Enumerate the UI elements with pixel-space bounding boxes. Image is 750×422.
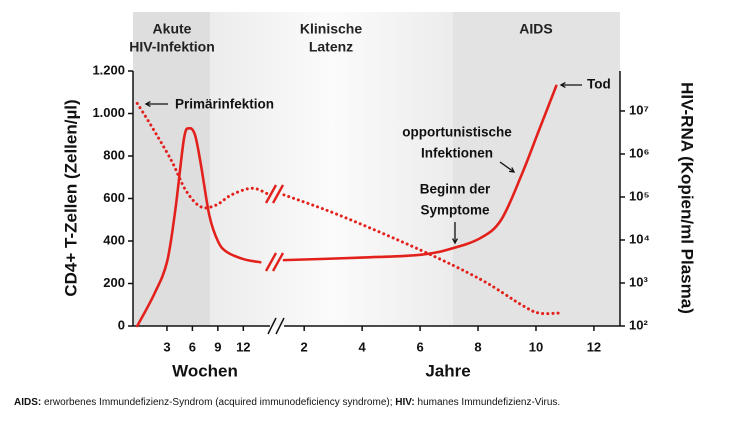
annotation: Symptome bbox=[420, 203, 490, 218]
phase-label: Klinische bbox=[300, 21, 362, 37]
y2-tick-label: 10³ bbox=[629, 274, 648, 289]
series-line bbox=[135, 126, 262, 328]
annotation: Beginn der bbox=[420, 182, 491, 197]
x-tick-label: 6 bbox=[416, 339, 423, 354]
phase-band bbox=[453, 12, 620, 326]
x-axis-label: Wochen bbox=[172, 361, 238, 380]
footnote-term: AIDS: bbox=[14, 397, 41, 408]
x-tick-label: 9 bbox=[214, 339, 221, 354]
y2-tick-label: 10⁶ bbox=[629, 145, 649, 160]
phase-label: Akute bbox=[153, 21, 192, 37]
phase-band bbox=[210, 12, 453, 326]
x-axis-label: Jahre bbox=[425, 361, 470, 380]
axis-break bbox=[275, 317, 285, 335]
phase-band bbox=[133, 12, 210, 326]
x-tick-label: 4 bbox=[359, 339, 367, 354]
y-tick-label: 600 bbox=[103, 190, 125, 205]
y-tick-label: 0 bbox=[118, 317, 125, 332]
annotation: Primärinfektion bbox=[175, 97, 274, 112]
footnote-text: erworbenes Immundefizienz-Syndrom (acqui… bbox=[41, 397, 395, 408]
x-tick-label: 6 bbox=[189, 339, 196, 354]
line-break bbox=[271, 184, 285, 204]
annotation: Tod bbox=[587, 77, 611, 92]
annotation: Infektionen bbox=[421, 146, 493, 161]
phase-label: AIDS bbox=[519, 21, 552, 37]
footnote-text: humanes Immundefizienz-Virus. bbox=[415, 397, 560, 408]
series-line bbox=[282, 84, 558, 262]
arrow-head bbox=[144, 101, 151, 107]
x-tick-label: 10 bbox=[529, 339, 543, 354]
series-line bbox=[282, 193, 561, 316]
footnote-term: HIV: bbox=[395, 397, 414, 408]
line-break bbox=[264, 252, 278, 272]
y-tick-label: 1.000 bbox=[92, 105, 125, 120]
phase-label: Latenz bbox=[309, 39, 353, 55]
annotation: opportunistische bbox=[402, 125, 512, 140]
x-tick-label: 12 bbox=[236, 339, 250, 354]
x-tick-label: 3 bbox=[163, 339, 170, 354]
x-tick-label: 2 bbox=[301, 339, 308, 354]
arrow-head bbox=[508, 167, 516, 173]
line-break bbox=[264, 184, 278, 204]
y-tick-label: 400 bbox=[103, 232, 125, 247]
y-axis-label: CD4+ T-Zellen (Zellen/µl) bbox=[61, 99, 80, 296]
annotation-arrow bbox=[499, 161, 515, 173]
x-tick-label: 12 bbox=[587, 339, 601, 354]
y2-axis-label: HIV-RNA (Kopien/ml Plasma) bbox=[678, 82, 697, 314]
y-tick-label: 800 bbox=[103, 147, 125, 162]
y2-tick-label: 10⁷ bbox=[629, 102, 649, 117]
y2-tick-label: 10² bbox=[629, 317, 648, 332]
axis-break bbox=[267, 317, 277, 335]
x-tick-label: 8 bbox=[474, 339, 481, 354]
y2-tick-label: 10⁵ bbox=[629, 188, 650, 203]
phase-label: HIV-Infektion bbox=[129, 39, 215, 55]
y-tick-label: 200 bbox=[103, 275, 125, 290]
series-line bbox=[135, 101, 269, 210]
line-break bbox=[271, 252, 285, 272]
arrow-head bbox=[452, 238, 458, 245]
y2-tick-label: 10⁴ bbox=[629, 231, 650, 246]
y-tick-label: 1.200 bbox=[92, 62, 125, 77]
arrow-head bbox=[559, 82, 566, 88]
footnote: AIDS: erworbenes Immundefizienz-Syndrom … bbox=[14, 397, 560, 408]
